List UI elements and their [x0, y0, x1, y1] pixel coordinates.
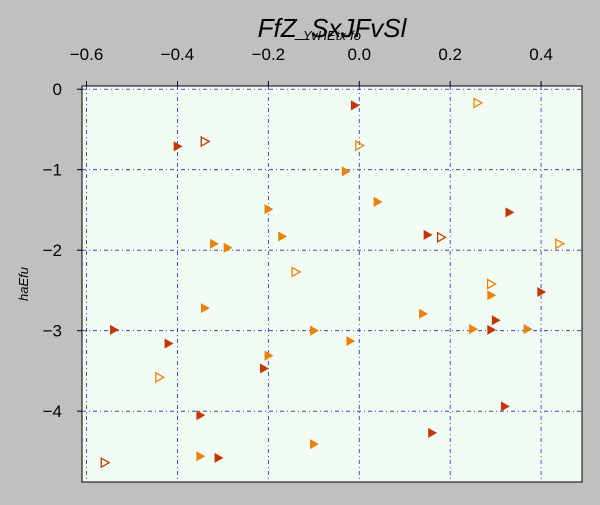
filled-triangle-marker	[110, 324, 119, 335]
x-tick-label: 0.4	[529, 45, 553, 64]
filled-triangle-marker	[264, 204, 274, 215]
y-tick-label: −1	[43, 161, 62, 180]
y-tick-label: 0	[53, 80, 62, 99]
filled-triangle-marker	[469, 324, 479, 335]
open-triangle-marker	[200, 135, 211, 148]
y-tick-label: −4	[43, 402, 62, 421]
x-tick-label: −0.4	[161, 45, 195, 64]
open-triangle-marker	[486, 278, 497, 290]
filled-triangle-marker	[264, 350, 274, 361]
y-axis-ticks: 0 −1 −2 −3 −4	[43, 80, 82, 421]
y-tick-label: −3	[43, 322, 62, 341]
filled-triangle-marker	[196, 410, 206, 421]
open-triangle-marker	[436, 231, 447, 243]
x-tick-label: 0.0	[347, 45, 371, 64]
filled-triangle-marker	[505, 207, 515, 218]
filled-triangle-marker	[500, 401, 510, 412]
filled-triangle-marker	[341, 166, 351, 177]
x-tick-label: −0.6	[70, 45, 104, 64]
filled-triangle-marker	[373, 196, 383, 207]
x-axis-ticks: −0.6 −0.4 −0.2 0.0 0.2 0.4	[70, 45, 553, 86]
filled-triangle-marker	[260, 363, 269, 374]
filled-triangle-marker	[423, 229, 433, 240]
plot-area	[81, 85, 583, 483]
filled-triangle-marker	[196, 451, 206, 462]
filled-triangle-marker	[428, 427, 438, 438]
filled-triangle-marker	[278, 231, 288, 242]
filled-triangle-marker	[223, 242, 233, 253]
open-triangle-marker	[555, 238, 566, 250]
chart-title: FfZ_SxJFvSl	[258, 13, 408, 43]
filled-triangle-marker	[310, 325, 319, 336]
y-axis-label: haEfu	[16, 267, 31, 301]
filled-triangle-marker	[350, 100, 360, 111]
y-tick-label: −2	[43, 241, 62, 260]
grid-lines	[82, 86, 582, 482]
filled-triangle-marker	[210, 238, 219, 249]
filled-triangle-marker	[419, 308, 429, 319]
filled-triangle-marker	[346, 336, 356, 347]
data-points	[100, 97, 566, 469]
filled-triangle-marker	[310, 439, 319, 450]
filled-triangle-marker	[491, 315, 501, 326]
x-axis-label: YvHEtx-fo	[303, 28, 361, 43]
x-tick-label: −0.2	[252, 45, 286, 64]
filled-triangle-marker	[537, 287, 547, 298]
x-tick-label: 0.2	[438, 45, 462, 64]
filled-triangle-marker	[487, 324, 497, 335]
open-triangle-marker	[473, 97, 484, 109]
open-triangle-marker	[100, 457, 111, 469]
open-triangle-marker	[355, 139, 366, 152]
filled-triangle-marker	[214, 452, 224, 463]
filled-triangle-marker	[487, 290, 497, 301]
open-triangle-marker	[291, 266, 302, 278]
open-triangle-marker	[155, 371, 166, 383]
filled-triangle-marker	[164, 338, 174, 349]
filled-triangle-marker	[523, 324, 533, 335]
filled-triangle-marker	[200, 303, 210, 314]
filled-triangle-marker	[173, 141, 183, 152]
